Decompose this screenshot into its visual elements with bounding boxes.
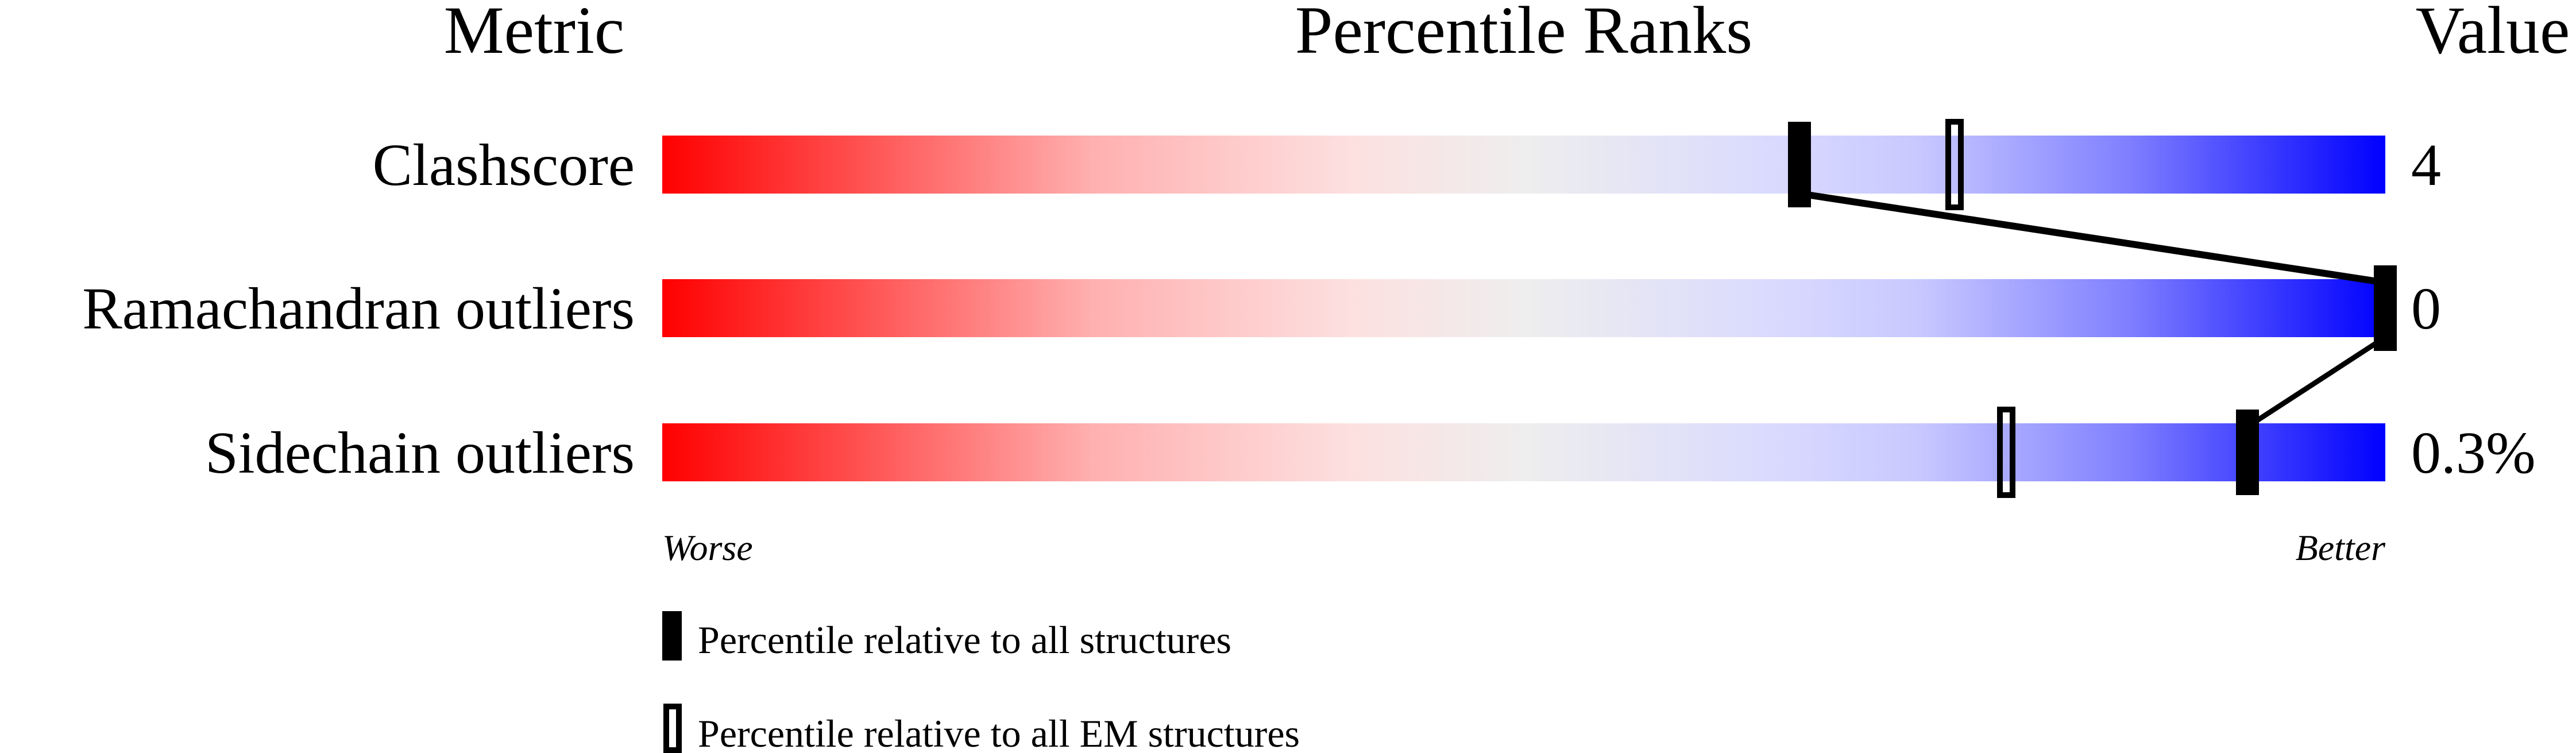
axis-label-better: Better [2296, 527, 2386, 568]
em-percentile-marker [1945, 119, 1964, 210]
header-value: Value [2416, 0, 2570, 68]
legend-filled-marker [662, 611, 682, 661]
metric-value: 4 [2411, 132, 2441, 198]
legend-label-em: Percentile relative to all EM structures [698, 712, 1300, 753]
legend-open-marker [663, 704, 682, 753]
header-percentile-ranks: Percentile Ranks [1295, 0, 1752, 68]
metric-label: Sidechain outliers [205, 420, 635, 486]
all-percentile-marker [2374, 265, 2397, 351]
legend-label-all: Percentile relative to all structures [698, 618, 1231, 662]
metric-value: 0 [2411, 276, 2441, 342]
connector-line [1799, 190, 2386, 286]
percentile-bar [662, 136, 2385, 194]
percentile-bar [662, 423, 2385, 481]
all-percentile-marker [1788, 122, 1811, 207]
all-percentile-marker [2236, 410, 2259, 495]
metric-label: Clashscore [373, 132, 635, 198]
connector-line [2246, 335, 2387, 429]
metric-label: Ramachandran outliers [82, 276, 635, 342]
em-percentile-marker [1997, 407, 2015, 498]
percentile-bar [662, 279, 2385, 337]
header-metric: Metric [444, 0, 625, 68]
metric-value: 0.3% [2411, 420, 2536, 486]
axis-label-worse: Worse [662, 527, 753, 568]
